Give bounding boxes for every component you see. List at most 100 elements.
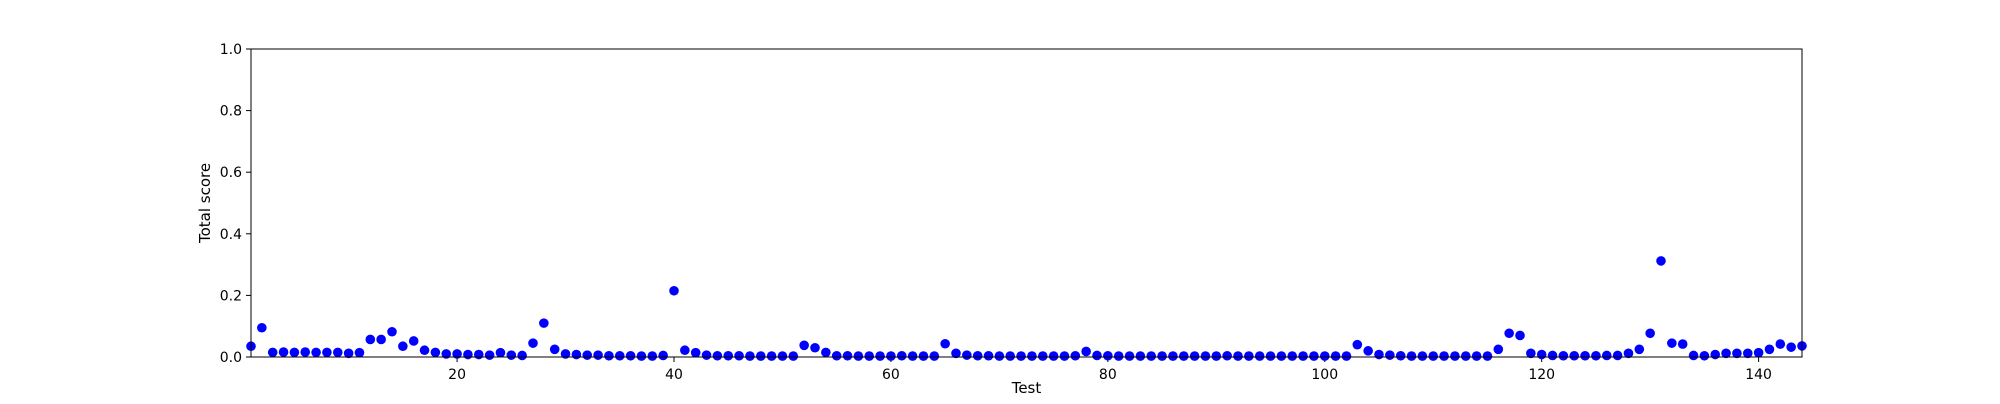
data-point: [582, 350, 593, 360]
data-point: [864, 351, 875, 361]
data-point: [1081, 346, 1091, 357]
data-point: [1417, 351, 1428, 361]
data-point: [614, 350, 625, 361]
data-point: [1439, 351, 1449, 361]
data-point: [1016, 351, 1026, 361]
data-point: [788, 351, 799, 361]
x-axis-ticks: 20 40 60 80 100 120 140: [448, 357, 1772, 383]
data-point: [593, 350, 603, 360]
data-point: [1688, 350, 1699, 361]
data-point: [1601, 350, 1612, 361]
data-point: [1753, 347, 1764, 358]
data-point: [495, 347, 506, 358]
data-point: [712, 350, 723, 361]
data-point: [1103, 350, 1113, 361]
data-point: [1037, 351, 1048, 361]
x-tick-label: 140: [1745, 367, 1772, 383]
y-tick-label: 0.0: [220, 350, 242, 366]
data-point: [886, 351, 896, 361]
data-point: [1645, 328, 1655, 339]
data-point: [473, 349, 484, 360]
data-point: [1667, 338, 1677, 348]
data-point: [1493, 344, 1504, 355]
data-point: [300, 347, 311, 357]
data-point: [1699, 350, 1710, 361]
data-points: [246, 256, 1807, 361]
data-point: [1276, 351, 1287, 361]
y-tick-label: 0.8: [220, 104, 242, 120]
data-point: [332, 347, 343, 358]
data-point: [1005, 351, 1016, 361]
data-point: [658, 350, 668, 361]
data-point: [1526, 348, 1536, 359]
x-tick-label: 20: [448, 367, 466, 383]
data-point: [322, 347, 332, 358]
data-point: [1460, 351, 1471, 361]
data-point: [1211, 351, 1222, 361]
data-point: [1222, 350, 1232, 361]
data-point: [1764, 344, 1775, 355]
data-point: [549, 344, 560, 355]
data-point: [777, 351, 788, 361]
plot-frame: [250, 48, 1803, 358]
data-point: [831, 350, 842, 361]
data-point: [962, 350, 972, 360]
data-point: [1742, 348, 1753, 359]
y-axis-ticks: 0.0 0.2 0.4 0.6 0.8 1.0: [220, 42, 251, 366]
data-point: [1298, 351, 1308, 361]
data-point: [821, 347, 831, 358]
x-axis-label: Test: [1011, 379, 1042, 397]
data-point: [484, 350, 495, 360]
data-point: [1341, 351, 1352, 361]
data-point: [723, 350, 734, 361]
data-point: [1471, 351, 1482, 361]
data-point: [1287, 351, 1298, 361]
data-point: [1450, 351, 1460, 361]
data-point: [1113, 351, 1124, 361]
data-point: [625, 350, 636, 361]
data-point: [810, 342, 820, 353]
data-point: [571, 349, 582, 360]
data-point: [1504, 328, 1514, 339]
data-point: [1612, 350, 1623, 361]
data-point: [1395, 350, 1406, 361]
y-tick-label: 1.0: [220, 42, 242, 58]
data-point: [1591, 350, 1601, 361]
data-point: [1710, 349, 1721, 360]
data-point: [604, 350, 614, 361]
data-point: [1482, 351, 1493, 361]
data-point: [766, 351, 777, 361]
data-point: [1070, 350, 1081, 361]
data-point: [907, 351, 918, 361]
data-point: [1330, 351, 1341, 361]
data-point: [1363, 346, 1373, 356]
data-point: [1352, 339, 1363, 350]
data-point: [1623, 348, 1634, 359]
data-point: [517, 350, 527, 361]
data-point: [636, 351, 647, 361]
data-point: [1233, 351, 1243, 361]
data-point: [755, 351, 766, 361]
data-point: [1786, 342, 1796, 352]
data-point: [289, 347, 300, 358]
data-point: [463, 349, 473, 360]
data-point: [1721, 348, 1731, 359]
data-point: [311, 347, 321, 358]
data-point: [994, 351, 1005, 361]
data-point: [983, 350, 994, 361]
data-point: [560, 349, 571, 359]
data-point: [408, 336, 419, 346]
data-point: [972, 350, 983, 361]
data-point: [430, 347, 441, 358]
x-tick-label: 40: [665, 367, 683, 383]
data-point: [1265, 351, 1276, 361]
data-point: [506, 350, 517, 360]
y-tick-label: 0.6: [220, 165, 242, 181]
data-point: [918, 351, 929, 361]
data-point: [1027, 351, 1037, 361]
data-point: [734, 350, 744, 361]
data-point: [452, 349, 462, 359]
data-point: [701, 350, 712, 360]
